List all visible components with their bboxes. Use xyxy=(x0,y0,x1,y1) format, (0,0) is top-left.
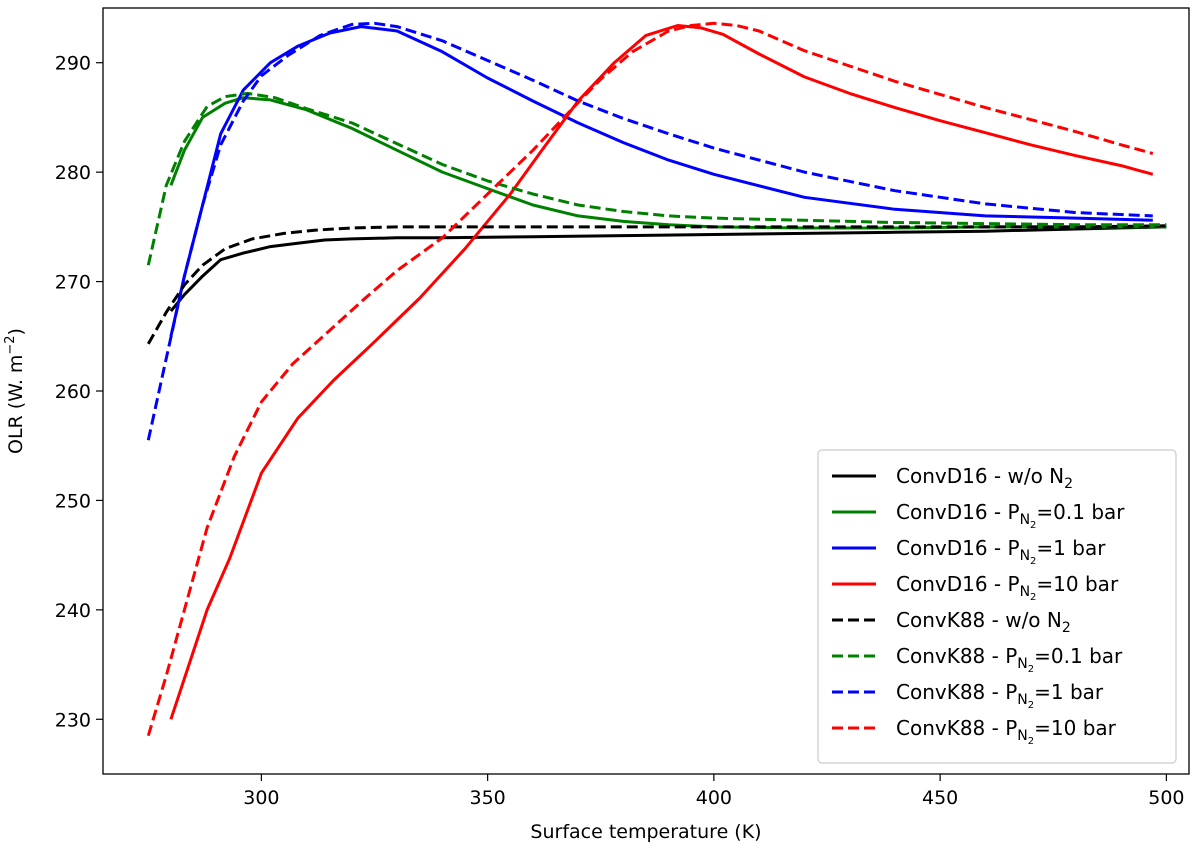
legend-label-tail: =10 bar xyxy=(1036,572,1119,596)
legend-label-7: ConvK88 - PN2=1 bar xyxy=(896,680,1104,711)
legend-label-main: ConvD16 - P xyxy=(896,572,1020,596)
legend-label-6: ConvK88 - PN2=0.1 bar xyxy=(896,644,1123,675)
legend-label-tail: =1 bar xyxy=(1034,680,1104,704)
y-tick-label: 230 xyxy=(55,709,91,731)
legend-label-subsubscript: 2 xyxy=(1030,556,1036,567)
legend-label-main: ConvK88 - w/o N xyxy=(896,608,1062,632)
legend-label-main: ConvD16 - w/o N xyxy=(896,464,1064,488)
y-axis-label: OLR (W. m−2) xyxy=(3,328,27,454)
series-line-2-solid xyxy=(169,96,1167,230)
legend-label-4: ConvD16 - PN2=10 bar xyxy=(896,572,1119,603)
axes: 300 350 400 450 500 230 240 250 260 270 280 290 xyxy=(55,7,1190,809)
y-tick-label: 250 xyxy=(55,490,91,512)
legend-label-tail: =0.1 bar xyxy=(1036,500,1125,524)
legend-label-subsubscript: 2 xyxy=(1028,664,1034,675)
x-tick-label: 400 xyxy=(696,787,732,809)
x-tick-label: 300 xyxy=(243,787,279,809)
x-tick-label: 350 xyxy=(469,787,505,809)
legend-label-8: ConvK88 - PN2=10 bar xyxy=(896,716,1117,747)
series-line-7-dashed xyxy=(146,21,1153,441)
series-group xyxy=(146,21,1167,737)
series-line-5-dashed xyxy=(146,224,1167,345)
legend-label-main: ConvK88 - P xyxy=(896,644,1017,668)
legend-label-subscript: N xyxy=(1017,692,1027,708)
legend-label-subscript: N xyxy=(1020,548,1030,564)
x-tick-label: 500 xyxy=(1148,787,1184,809)
legend-label-subsubscript: 2 xyxy=(1030,592,1036,603)
y-tick-label: 280 xyxy=(55,162,91,184)
legend-label-main: ConvK88 - P xyxy=(896,680,1017,704)
y-tick-label: 240 xyxy=(55,600,91,622)
legend-label-subsubscript: 2 xyxy=(1028,736,1034,747)
legend-label-subscript: N xyxy=(1017,656,1027,672)
legend-label-main: ConvD16 - P xyxy=(896,536,1020,560)
legend-label-tail: =10 bar xyxy=(1034,716,1117,740)
series-line-3-solid xyxy=(169,25,1153,337)
legend-label-subscript: N xyxy=(1020,512,1030,528)
series-line-4-solid xyxy=(169,24,1154,720)
legend-box xyxy=(817,449,1177,764)
legend-label-subscript: 2 xyxy=(1064,476,1073,492)
legend-label-2: ConvD16 - PN2=0.1 bar xyxy=(896,500,1125,531)
y-tick-label: 270 xyxy=(55,272,91,294)
y-tick-label: 290 xyxy=(55,53,91,75)
legend-label-main: ConvK88 - P xyxy=(896,716,1017,740)
legend-label-tail: =1 bar xyxy=(1036,536,1106,560)
legend-label-1: ConvD16 - w/o N2 xyxy=(896,464,1073,492)
x-axis-label: Surface temperature (K) xyxy=(530,821,761,843)
legend-label-subsubscript: 2 xyxy=(1028,700,1034,711)
y-tick-label: 260 xyxy=(55,381,91,403)
y-axis-label-tail: ) xyxy=(5,328,27,335)
legend-label-subscript: N xyxy=(1020,584,1030,600)
series-line-6-dashed xyxy=(146,91,1167,266)
legend-label-tail: =0.1 bar xyxy=(1034,644,1123,668)
legend-label-subscript: N xyxy=(1017,728,1027,744)
x-tick-label: 450 xyxy=(922,787,958,809)
series-line-1-solid xyxy=(169,225,1167,313)
legend-label-subsubscript: 2 xyxy=(1030,520,1036,531)
legend-label-3: ConvD16 - PN2=1 bar xyxy=(896,536,1106,567)
legend-label-main: ConvD16 - P xyxy=(896,500,1020,524)
y-axis-label-main: OLR (W. m xyxy=(5,355,27,454)
y-axis-label-superscript: −2 xyxy=(3,335,18,354)
series-line-8-dashed xyxy=(146,21,1154,737)
legend-label-subscript: 2 xyxy=(1062,620,1071,636)
legend-label-5: ConvK88 - w/o N2 xyxy=(896,608,1071,636)
plot-area xyxy=(146,21,1167,737)
